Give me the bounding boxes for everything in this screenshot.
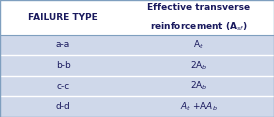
Bar bbox=[0, 96, 274, 117]
Text: $A_{t}$ +A$A_{b}$: $A_{t}$ +A$A_{b}$ bbox=[180, 100, 218, 113]
Text: 2A$_{b}$: 2A$_{b}$ bbox=[190, 80, 207, 92]
Bar bbox=[0, 55, 274, 76]
Text: 2A$_{b}$: 2A$_{b}$ bbox=[190, 59, 207, 72]
Text: d-d: d-d bbox=[56, 102, 70, 111]
Text: c-c: c-c bbox=[56, 82, 70, 91]
Text: reinforcement (A$_{sf}$): reinforcement (A$_{sf}$) bbox=[150, 21, 247, 33]
Bar bbox=[0, 35, 274, 55]
Text: b-b: b-b bbox=[56, 61, 70, 70]
Text: Effective transverse: Effective transverse bbox=[147, 3, 250, 12]
Text: a-a: a-a bbox=[56, 40, 70, 49]
Text: A$_{t}$: A$_{t}$ bbox=[193, 39, 204, 51]
Bar bbox=[0, 76, 274, 96]
Bar bbox=[0, 0, 274, 35]
Text: FAILURE TYPE: FAILURE TYPE bbox=[28, 13, 98, 22]
